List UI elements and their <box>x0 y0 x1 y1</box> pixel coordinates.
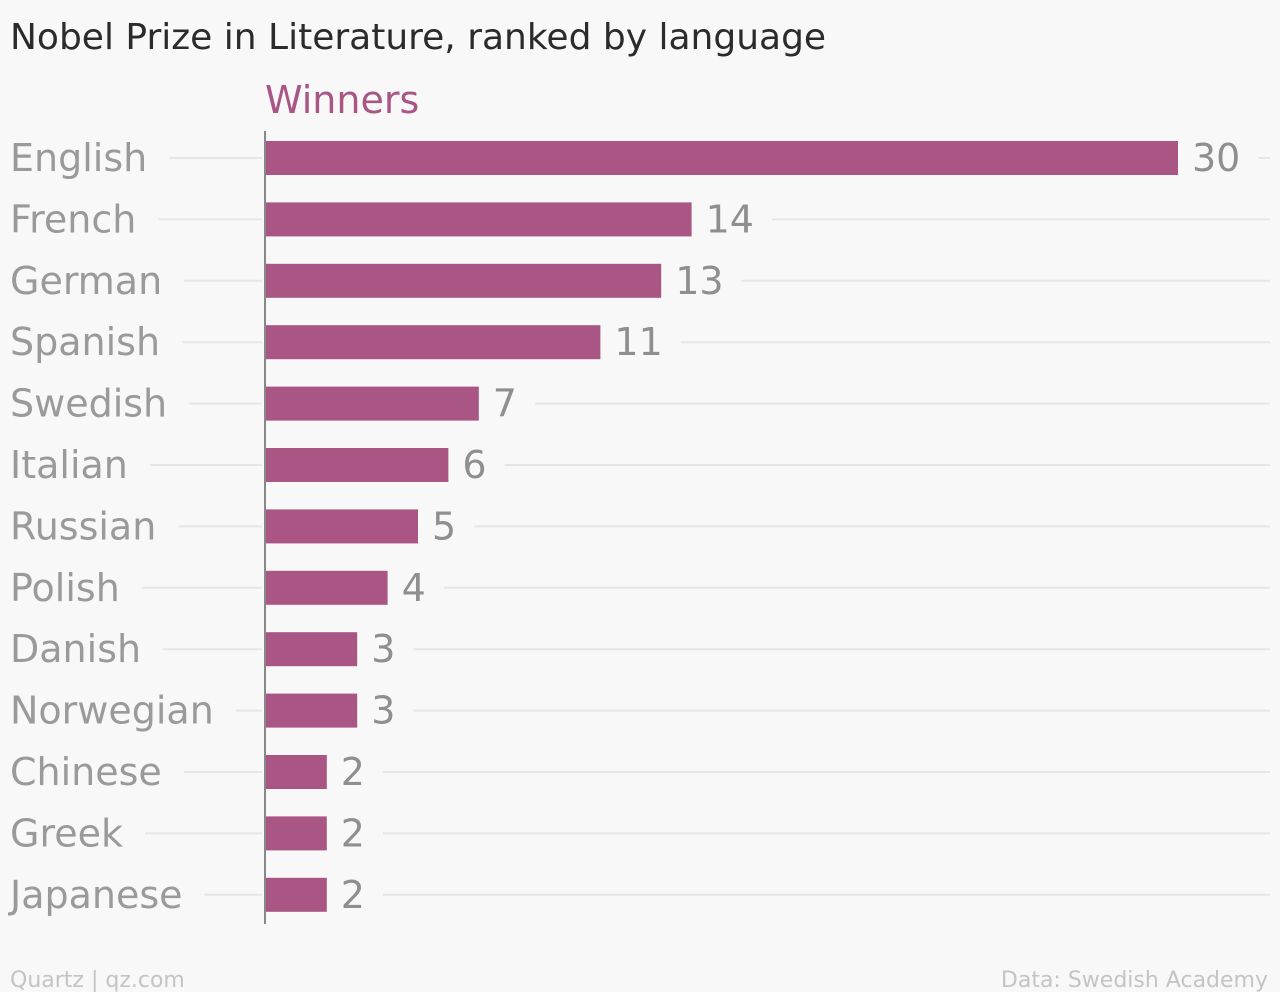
footer-credit: Data: Swedish Academy <box>1001 968 1268 992</box>
value-label-spanish: 11 <box>614 320 662 364</box>
bar-polish <box>266 570 388 605</box>
category-label-italian: Italian <box>10 443 128 487</box>
bar-japanese <box>266 877 327 912</box>
category-label-russian: Russian <box>10 504 156 548</box>
bar-swedish <box>266 386 479 421</box>
bar-greek <box>266 816 327 851</box>
category-label-chinese: Chinese <box>10 750 162 794</box>
bar-russian <box>266 509 418 544</box>
gridlines <box>141 157 1270 896</box>
category-label-french: French <box>10 197 136 241</box>
category-label-english: English <box>10 136 147 180</box>
chart-title: Nobel Prize in Literature, ranked by lan… <box>10 17 826 58</box>
value-label-japanese: 2 <box>341 873 365 917</box>
series-label-winners: Winners <box>265 78 419 122</box>
bar-spanish <box>266 325 601 360</box>
footer-source: Quartz | qz.com <box>10 968 185 992</box>
value-label-norwegian: 3 <box>371 689 395 733</box>
category-labels: English French German Spanish Swedish Italian… <box>8 136 214 917</box>
value-label-polish: 4 <box>402 566 426 610</box>
value-label-danish: 3 <box>371 627 395 671</box>
category-label-spanish: Spanish <box>10 320 160 364</box>
value-label-russian: 5 <box>432 504 456 548</box>
category-label-norwegian: Norwegian <box>10 689 214 733</box>
bar-danish <box>266 632 358 667</box>
category-label-danish: Danish <box>10 627 141 671</box>
value-label-greek: 2 <box>341 811 365 855</box>
value-label-english: 30 <box>1192 136 1240 180</box>
category-label-japanese: Japanese <box>8 873 183 917</box>
category-label-swedish: Swedish <box>10 382 167 426</box>
bar-english <box>266 141 1178 175</box>
bars <box>266 141 1178 912</box>
value-label-french: 14 <box>706 197 754 241</box>
value-label-swedish: 7 <box>493 382 517 426</box>
category-label-greek: Greek <box>10 811 123 855</box>
category-label-german: German <box>10 259 162 303</box>
value-label-chinese: 2 <box>341 750 365 794</box>
bar-french <box>266 202 692 237</box>
bar-norwegian <box>266 693 358 728</box>
bar-german <box>266 263 662 298</box>
value-label-german: 13 <box>675 259 723 303</box>
value-label-italian: 6 <box>462 443 486 487</box>
bar-italian <box>266 448 449 482</box>
category-label-polish: Polish <box>10 566 120 610</box>
bar-chinese <box>266 755 327 789</box>
